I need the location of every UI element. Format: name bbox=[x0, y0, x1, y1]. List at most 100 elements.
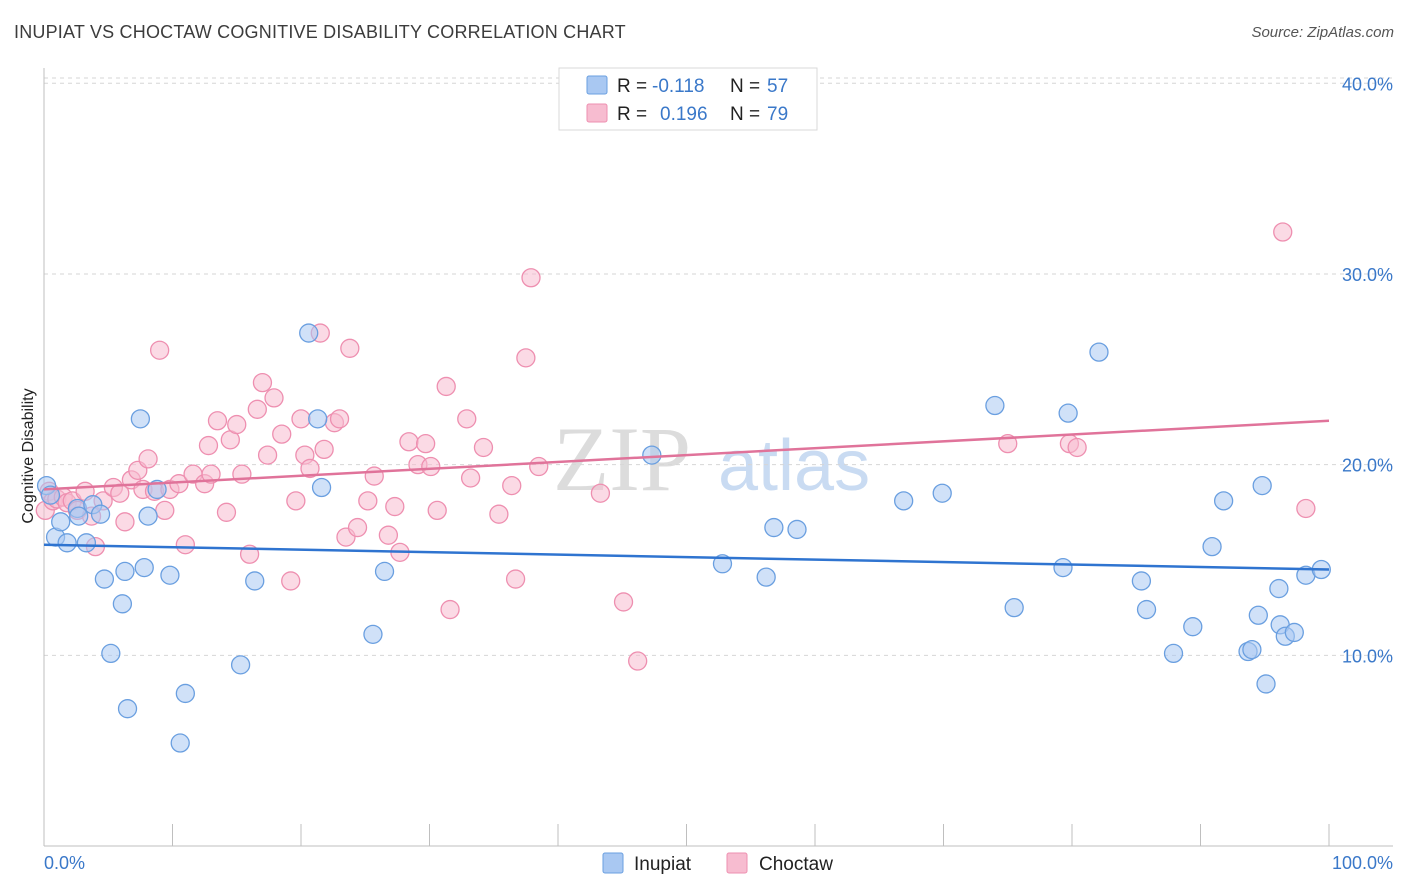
inupiat-point-52 bbox=[1269, 578, 1289, 599]
inupiat-point-32 bbox=[764, 517, 784, 538]
legend-choctaw-n-value: 79 bbox=[767, 104, 788, 125]
choctaw-point-44 bbox=[300, 458, 320, 479]
legend-choctaw-n-label: N = bbox=[730, 104, 760, 125]
choctaw-point-36 bbox=[252, 372, 273, 393]
inupiat-point-38 bbox=[1053, 557, 1073, 578]
inupiat-point-15 bbox=[130, 409, 151, 429]
legend-inupiat-n-label: N = bbox=[730, 76, 760, 97]
choctaw-point-61 bbox=[427, 500, 447, 521]
choctaw-point-54 bbox=[378, 525, 399, 545]
choctaw-point-73 bbox=[590, 483, 611, 503]
inupiat-point-31 bbox=[756, 567, 776, 587]
choctaw-point-27 bbox=[198, 435, 219, 456]
x-ticks bbox=[172, 824, 1330, 846]
inupiat-point-24 bbox=[299, 323, 319, 343]
choctaw-point-28 bbox=[201, 464, 221, 484]
choctaw-point-66 bbox=[473, 437, 494, 458]
choctaw-point-37 bbox=[257, 445, 278, 465]
inupiat-point-12 bbox=[112, 594, 133, 614]
choctaw-point-42 bbox=[291, 409, 311, 429]
choctaw-point-71 bbox=[521, 268, 541, 288]
inupiat-point-20 bbox=[170, 733, 190, 753]
legend-inupiat-r-label: R = bbox=[617, 76, 647, 97]
choctaw-point-63 bbox=[440, 599, 460, 620]
choctaw-point-20 bbox=[149, 340, 170, 360]
choctaw-series bbox=[35, 222, 1316, 671]
inupiat-point-37 bbox=[1004, 597, 1024, 618]
x-tick-label-0: 0.0% bbox=[44, 853, 85, 873]
inupiat-point-46 bbox=[1213, 491, 1234, 511]
choctaw-point-70 bbox=[516, 348, 536, 368]
choctaw-point-64 bbox=[457, 409, 477, 429]
inupiat-point-49 bbox=[1248, 605, 1268, 625]
choctaw-point-24 bbox=[175, 535, 196, 555]
choctaw-point-75 bbox=[628, 651, 648, 671]
inupiat-point-39 bbox=[1058, 403, 1078, 423]
legend-choctaw-swatch bbox=[586, 103, 608, 123]
x-tick-label-100: 100.0% bbox=[1332, 853, 1393, 873]
inupiat-point-35 bbox=[932, 483, 952, 503]
bottom-legend-inupiat: Inupiat bbox=[634, 854, 692, 875]
inupiat-point-28 bbox=[374, 561, 395, 582]
choctaw-trend-line bbox=[43, 419, 1330, 491]
inupiat-point-26 bbox=[311, 477, 332, 498]
inupiat-point-16 bbox=[134, 557, 154, 578]
inupiat-point-55 bbox=[1284, 622, 1304, 643]
choctaw-point-67 bbox=[489, 504, 509, 524]
inupiat-point-43 bbox=[1163, 643, 1184, 664]
inupiat-point-30 bbox=[712, 554, 733, 574]
inupiat-point-41 bbox=[1131, 571, 1152, 591]
inupiat-point-23 bbox=[245, 571, 265, 591]
choctaw-point-39 bbox=[272, 424, 292, 444]
choctaw-point-59 bbox=[415, 434, 436, 454]
inupiat-point-48 bbox=[1242, 639, 1262, 660]
choctaw-point-21 bbox=[155, 500, 175, 521]
choctaw-point-57 bbox=[399, 432, 419, 452]
inupiat-point-6 bbox=[69, 506, 89, 526]
inupiat-point-33 bbox=[787, 519, 807, 540]
choctaw-point-65 bbox=[460, 468, 481, 488]
inupiat-point-1 bbox=[40, 485, 61, 505]
y-tick-labels: 10.0% 20.0% 30.0% 40.0% bbox=[1342, 74, 1393, 666]
choctaw-point-50 bbox=[340, 338, 360, 358]
inupiat-point-19 bbox=[160, 565, 180, 585]
inupiat-point-4 bbox=[57, 533, 77, 553]
legend-inupiat-n-value: 57 bbox=[767, 76, 788, 97]
inupiat-point-51 bbox=[1256, 674, 1276, 694]
inupiat-point-25 bbox=[308, 409, 328, 429]
inupiat-point-34 bbox=[894, 491, 914, 511]
inupiat-point-13 bbox=[115, 561, 135, 582]
legend: R = -0.118 N = 57 R = 0.196 N = 79 bbox=[558, 67, 818, 131]
choctaw-point-35 bbox=[247, 399, 267, 419]
choctaw-point-79 bbox=[1273, 222, 1293, 242]
choctaw-point-18 bbox=[138, 449, 158, 469]
inupiat-point-27 bbox=[363, 624, 383, 644]
y-axis-label: Cognitive Disability bbox=[20, 388, 37, 523]
choctaw-point-74 bbox=[613, 592, 634, 612]
trend-lines bbox=[43, 419, 1330, 571]
inupiat-trend-line bbox=[43, 543, 1330, 571]
inupiat-point-10 bbox=[94, 569, 115, 589]
choctaw-point-14 bbox=[115, 512, 135, 532]
choctaw-point-52 bbox=[358, 491, 378, 511]
choctaw-point-62 bbox=[436, 376, 456, 397]
inupiat-point-18 bbox=[147, 479, 167, 500]
inupiat-point-44 bbox=[1183, 617, 1203, 637]
legend-inupiat-r-value: -0.118 bbox=[652, 76, 704, 97]
bottom-legend-choctaw: Choctaw bbox=[759, 854, 833, 875]
inupiat-point-45 bbox=[1202, 536, 1222, 557]
choctaw-point-69 bbox=[505, 569, 526, 589]
inupiat-point-9 bbox=[90, 504, 111, 524]
y-tick-label-30: 30.0% bbox=[1342, 265, 1393, 285]
y-tick-label-40: 40.0% bbox=[1342, 74, 1393, 94]
inupiat-point-21 bbox=[175, 683, 196, 704]
choctaw-point-72 bbox=[529, 456, 549, 477]
y-tick-label-20: 20.0% bbox=[1342, 456, 1393, 476]
choctaw-point-68 bbox=[502, 475, 522, 496]
inupiat-point-40 bbox=[1089, 342, 1109, 362]
bottom-legend-choctaw-swatch bbox=[726, 852, 748, 874]
inupiat-point-3 bbox=[51, 512, 71, 532]
inupiat-point-50 bbox=[1252, 475, 1272, 496]
inupiat-point-29 bbox=[642, 445, 662, 465]
